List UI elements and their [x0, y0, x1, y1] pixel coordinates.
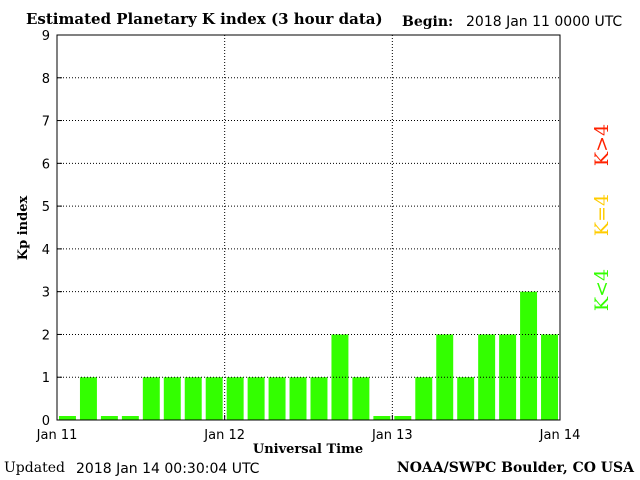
kp-bar: [520, 291, 538, 420]
kp-bar: [100, 416, 118, 420]
kp-bar: [289, 377, 307, 420]
kp-bar: [226, 377, 244, 420]
x-axis-label: Universal Time: [253, 442, 363, 457]
kp-bar: [415, 377, 433, 420]
y-tick-label: 5: [42, 200, 50, 215]
chart-title: Estimated Planetary K index (3 hour data…: [26, 10, 383, 28]
y-tick-label: 0: [42, 414, 50, 429]
y-axis: 0 1 2 3 4 5 6 7 8 9: [42, 29, 62, 429]
source-credit: NOAA/SWPC Boulder, CO USA: [396, 460, 634, 476]
kp-bar: [373, 416, 391, 420]
kp-bar: [79, 377, 97, 420]
y-tick-label: 1: [42, 371, 50, 386]
legend-item: K<4: [591, 269, 613, 311]
kp-bar: [121, 416, 139, 420]
updated-label: Updated: [4, 460, 65, 476]
legend-item: K=4: [591, 194, 613, 236]
y-tick-label: 9: [42, 29, 50, 44]
y-tick-label: 8: [42, 72, 50, 87]
kp-bar: [59, 416, 76, 420]
x-tick-label: Jan 11: [36, 428, 78, 443]
kp-bar: [205, 377, 223, 420]
begin-label: Begin:: [402, 14, 454, 30]
y-tick-label: 6: [42, 157, 50, 172]
kp-bar: [457, 377, 475, 420]
begin-value: 2018 Jan 11 0000 UTC: [466, 14, 623, 30]
kp-bar: [352, 377, 370, 420]
plot-frame: [56, 34, 561, 421]
kp-bar: [394, 416, 412, 420]
y-tick-label: 3: [42, 286, 50, 301]
kp-bar: [247, 377, 265, 420]
grid-lines: [57, 35, 560, 420]
x-tick-label: Jan 12: [203, 428, 245, 443]
updated-value: 2018 Jan 14 00:30:04 UTC: [76, 461, 260, 477]
x-tick-label: Jan 14: [539, 428, 581, 443]
kp-bar: [184, 377, 202, 420]
kp-bar: [142, 377, 160, 420]
y-axis-label: Kp index: [16, 196, 31, 261]
bars-group: [59, 291, 558, 420]
kp-bar: [163, 377, 181, 420]
y-tick-label: 7: [42, 115, 50, 130]
legend-item: K>4: [591, 124, 613, 166]
y-tick-label: 4: [42, 243, 50, 258]
x-tick-label: Jan 13: [371, 428, 413, 443]
kp-bar: [268, 377, 286, 420]
legend: K<4 K=4 K>4: [591, 124, 613, 311]
kp-bar: [310, 377, 328, 420]
x-axis: Jan 11 Jan 12 Jan 13 Jan 14: [36, 415, 581, 443]
y-tick-label: 2: [42, 328, 50, 343]
